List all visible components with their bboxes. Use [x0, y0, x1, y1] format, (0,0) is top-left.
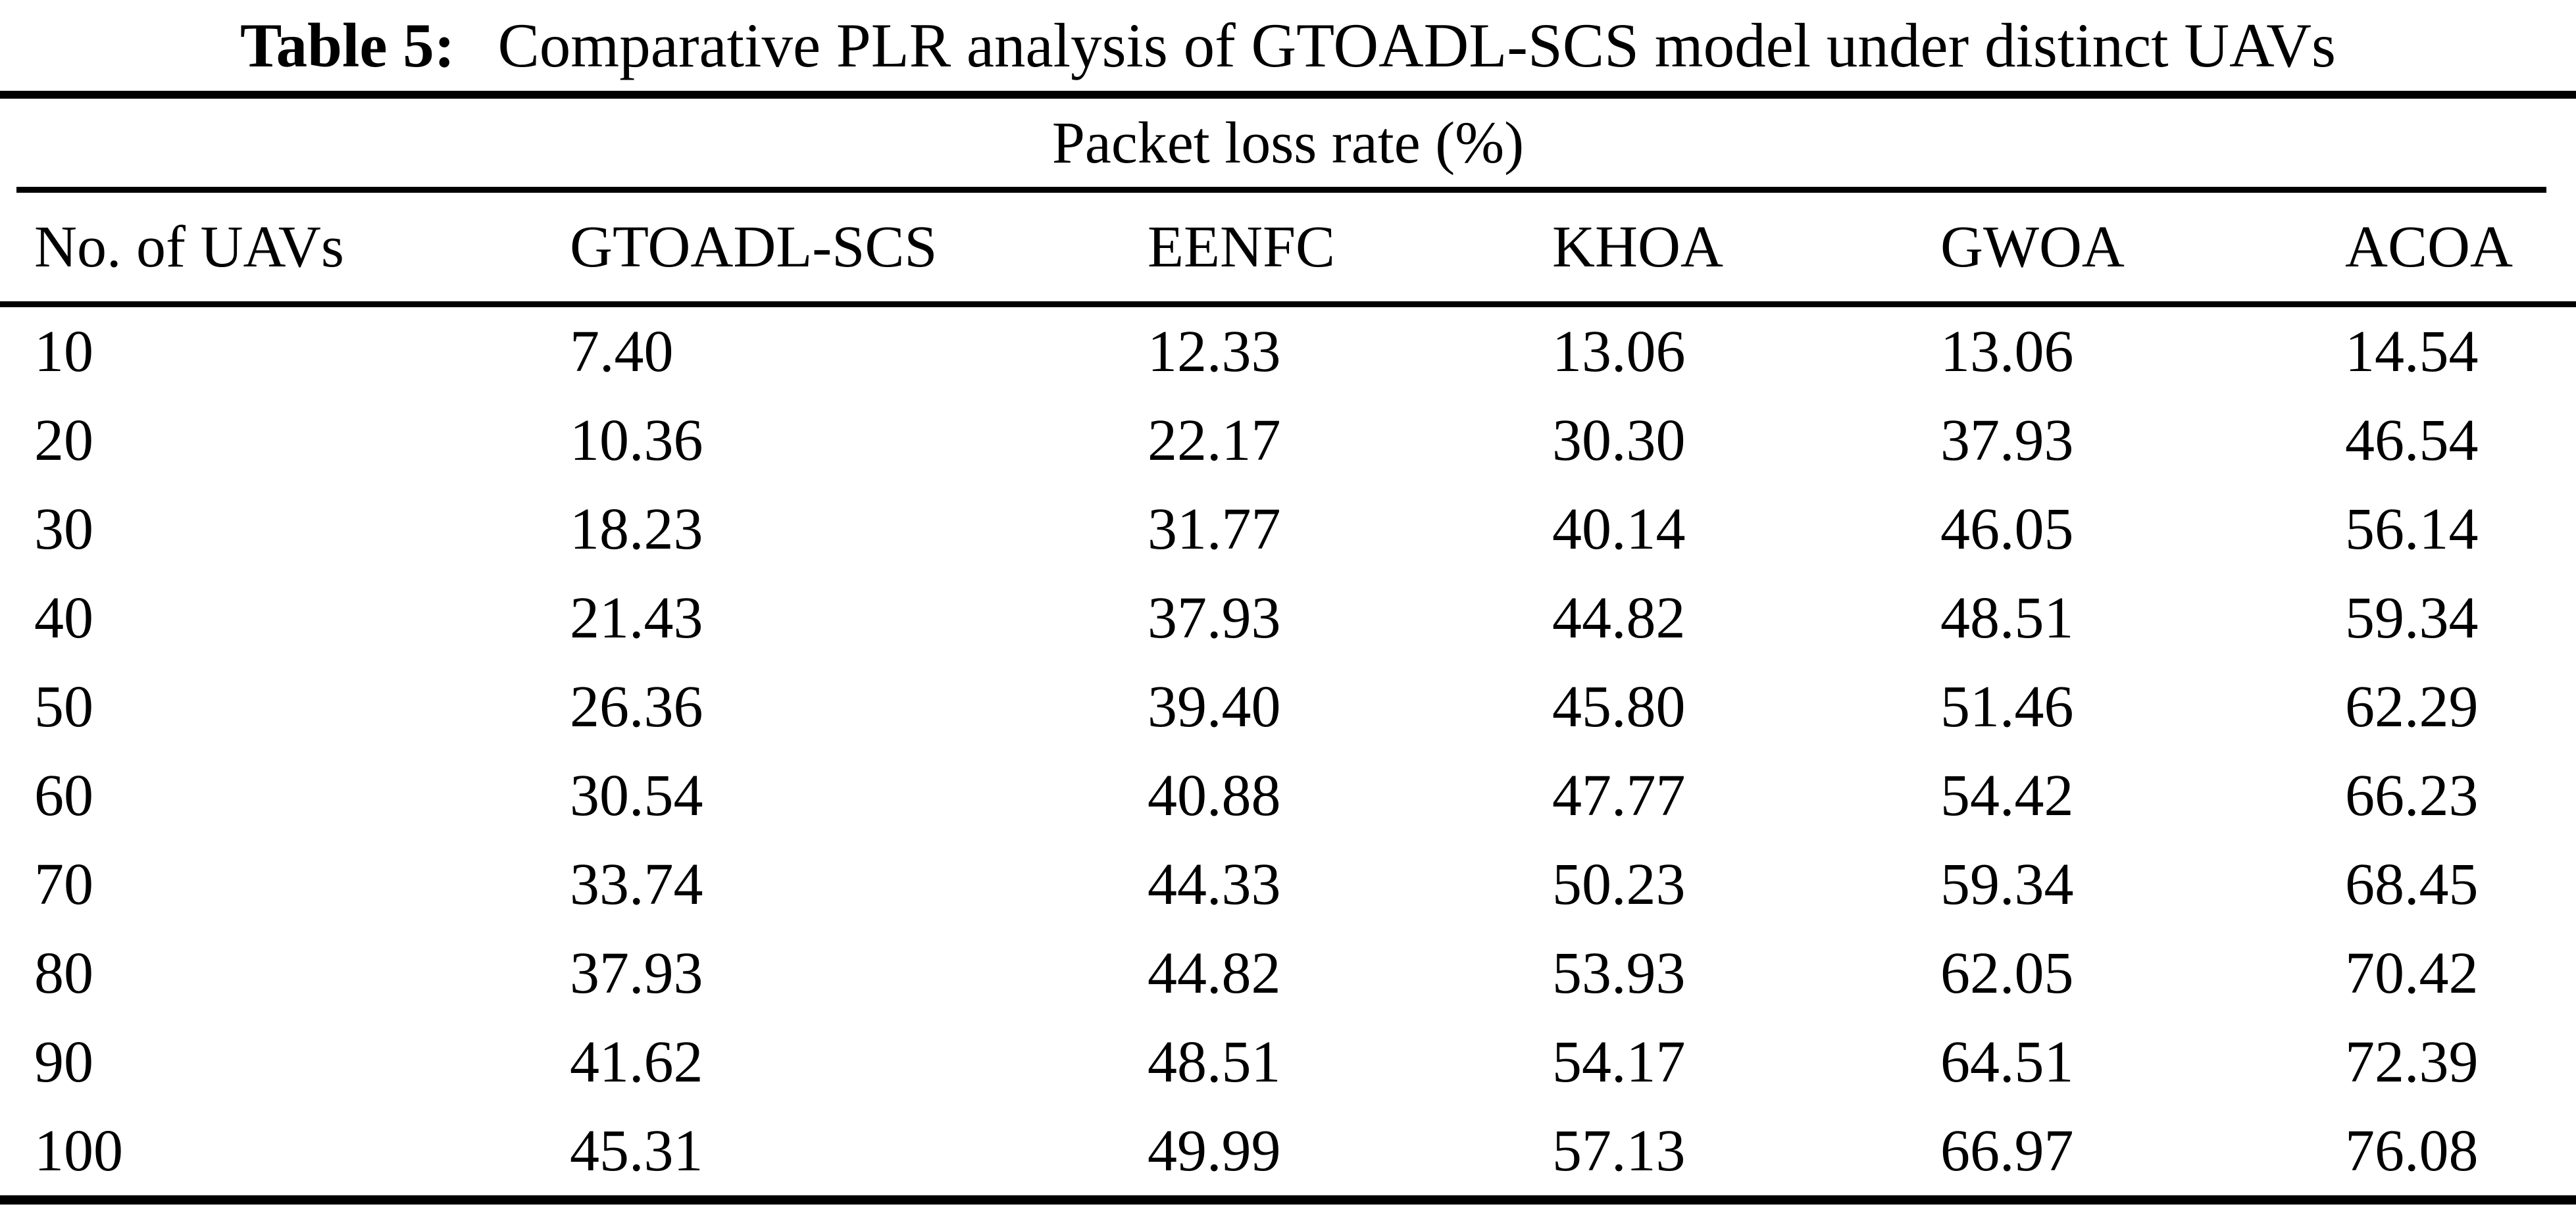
col-header-eenfc: EENFC [1148, 193, 1552, 307]
table-cell: 76.08 [2345, 1118, 2479, 1183]
table-cell: 57.13 [1552, 1118, 1686, 1183]
table-cell: 62.05 [1940, 941, 2074, 1006]
table-cell: 45.80 [1552, 674, 1686, 739]
table-cell: 40.14 [1552, 497, 1686, 562]
table-cell: 54.17 [1552, 1030, 1686, 1095]
table-cell: 48.51 [1940, 585, 2074, 651]
table-cell: 39.40 [1148, 674, 1281, 739]
table-cell: 46.05 [1940, 497, 2074, 562]
col-header-acoa: ACOA [2345, 193, 2576, 307]
table-cell: 66.23 [2345, 763, 2479, 828]
table-cell: 70.42 [2345, 941, 2479, 1006]
table-row: 80 37.93 44.82 53.93 62.05 70.42 [0, 929, 2576, 1018]
table-cell: 59.34 [2345, 585, 2479, 651]
table-cell: 45.31 [570, 1118, 703, 1183]
table-cell: 60 [34, 763, 93, 828]
table-cell: 14.54 [2345, 319, 2479, 384]
table-cell: 37.93 [570, 941, 703, 1006]
table-cell: 33.74 [570, 852, 703, 917]
table-cell: 48.51 [1148, 1030, 1281, 1095]
table-cell: 50 [34, 674, 93, 739]
table-cell: 37.93 [1940, 408, 2074, 473]
table-cell: 64.51 [1940, 1030, 2074, 1095]
table-caption-label: Table 5: [240, 11, 455, 80]
table-cell: 100 [34, 1118, 123, 1183]
table-cell: 41.62 [570, 1030, 703, 1095]
table-cell: 20 [34, 408, 93, 473]
table-cell: 56.14 [2345, 497, 2479, 562]
table-cell: 59.34 [1940, 852, 2074, 917]
col-header-gwoa: GWOA [1940, 193, 2345, 307]
table-row: 50 26.36 39.40 45.80 51.46 62.29 [0, 662, 2576, 751]
table-cell: 44.82 [1552, 585, 1686, 651]
table-cell: 62.29 [2345, 674, 2479, 739]
table-cell: 21.43 [570, 585, 703, 651]
table-cell: 30 [34, 497, 93, 562]
table-cell: 50.23 [1552, 852, 1686, 917]
group-header-packet-loss-rate: Packet loss rate (%) [1051, 110, 1525, 176]
table-cell: 49.99 [1148, 1118, 1281, 1183]
group-header-row: Packet loss rate (%) [0, 99, 2576, 187]
table-row: 70 33.74 44.33 50.23 59.34 68.45 [0, 840, 2576, 929]
table-cell: 31.77 [1148, 497, 1281, 562]
table-cell: 66.97 [1940, 1118, 2074, 1183]
col-header-no-of-uavs: No. of UAVs [0, 193, 570, 307]
table-caption: Table 5: Comparative PLR analysis of GTO… [0, 0, 2576, 91]
table-cell: 13.06 [1940, 319, 2074, 384]
table-cell: 10.36 [570, 408, 703, 473]
table-cell: 44.33 [1148, 852, 1281, 917]
table-cell: 68.45 [2345, 852, 2479, 917]
col-header-khoa: KHOA [1552, 193, 1940, 307]
table-cell: 44.82 [1148, 941, 1281, 1006]
plr-table: No. of UAVs GTOADL-SCS EENFC KHOA GWOA A… [0, 193, 2576, 1195]
table-cell: 40 [34, 585, 93, 651]
bottom-rule [0, 1195, 2576, 1205]
table-cell: 51.46 [1940, 674, 2074, 739]
table-header-row: No. of UAVs GTOADL-SCS EENFC KHOA GWOA A… [0, 193, 2576, 307]
col-header-gtoadl-scs: GTOADL-SCS [570, 193, 1148, 307]
table-cell: 53.93 [1552, 941, 1686, 1006]
table-row: 20 10.36 22.17 30.30 37.93 46.54 [0, 396, 2576, 485]
table-cell: 70 [34, 852, 93, 917]
top-rule [0, 91, 2576, 99]
table-cell: 80 [34, 941, 93, 1006]
table-cell: 26.36 [570, 674, 703, 739]
table-body: 10 7.40 12.33 13.06 13.06 14.54 20 10.36 22.17 30… [0, 305, 2576, 1196]
table-cell: 90 [34, 1030, 93, 1095]
table-cell: 13.06 [1552, 319, 1686, 384]
table-cell: 30.30 [1552, 408, 1686, 473]
table-cell: 72.39 [2345, 1030, 2479, 1095]
table-cell: 37.93 [1148, 585, 1281, 651]
table-row: 40 21.43 37.93 44.82 48.51 59.34 [0, 574, 2576, 662]
table-row: 90 41.62 48.51 54.17 64.51 72.39 [0, 1018, 2576, 1107]
table-cell: 54.42 [1940, 763, 2074, 828]
table-cell: 47.77 [1552, 763, 1686, 828]
table-cell: 10 [34, 319, 93, 384]
table-cell: 22.17 [1148, 408, 1281, 473]
table-cell: 18.23 [570, 497, 703, 562]
table-cell: 7.40 [570, 319, 674, 384]
table-cell: 46.54 [2345, 408, 2479, 473]
table-row: 100 45.31 49.99 57.13 66.97 76.08 [0, 1107, 2576, 1195]
table-cell: 40.88 [1148, 763, 1281, 828]
table-cell: 12.33 [1148, 319, 1281, 384]
table-row: 30 18.23 31.77 40.14 46.05 56.14 [0, 485, 2576, 574]
mid-rule [16, 187, 2546, 193]
table-row: 10 7.40 12.33 13.06 13.06 14.54 [0, 305, 2576, 397]
table-caption-text: Comparative PLR analysis of GTOADL-SCS m… [497, 11, 2336, 80]
table-cell: 30.54 [570, 763, 703, 828]
table-row: 60 30.54 40.88 47.77 54.42 66.23 [0, 751, 2576, 840]
